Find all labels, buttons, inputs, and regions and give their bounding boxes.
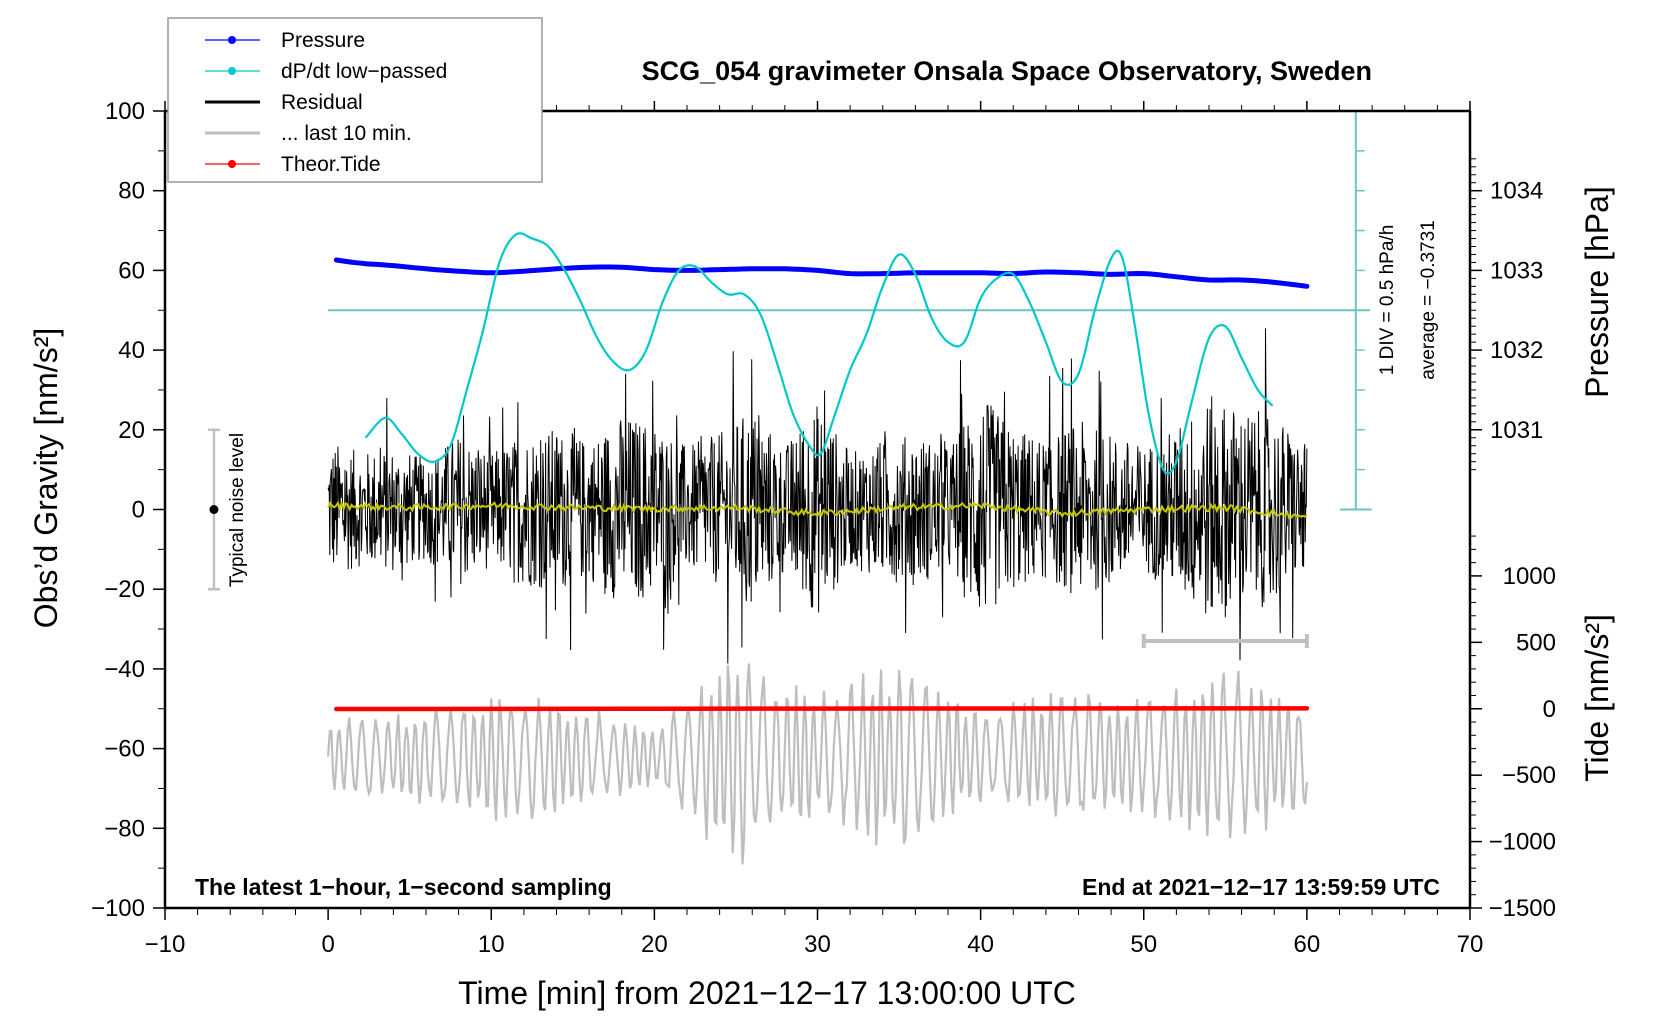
- y-tick-label: −60: [104, 736, 145, 763]
- y-tick-label: −80: [104, 815, 145, 842]
- x-tick-label: 40: [967, 931, 994, 958]
- axes-layer: −10 0 10 20 30 40 50 60 70100806040200−20−40−60−…: [91, 98, 1556, 958]
- legend-label: Pressure: [281, 29, 365, 52]
- legend-box: [167, 17, 543, 183]
- pressure-tick-label: 1032: [1490, 337, 1543, 364]
- legend: Pressure dP/dt low−passed Residual ... last…: [167, 17, 543, 183]
- legend-label: Theor.Tide: [281, 153, 381, 176]
- series-smoothed-residual: [327, 500, 1308, 520]
- series-dpdt-low-passed: [364, 232, 1274, 475]
- series-last-10-min: [327, 663, 1308, 865]
- x-tick-label: 50: [1130, 931, 1157, 958]
- x-tick-label: 70: [1457, 931, 1484, 958]
- tide-tick-label: 0: [1543, 696, 1556, 723]
- y-tick-label: −20: [104, 576, 145, 603]
- legend-swatch-dot: [228, 67, 236, 75]
- pressure-tick-label: 1031: [1490, 417, 1543, 444]
- y-tick-label: 40: [118, 337, 145, 364]
- y-tick-label: 60: [118, 257, 145, 284]
- tide-tick-label: 500: [1516, 629, 1556, 656]
- tide-tick-label: −500: [1502, 762, 1556, 789]
- series-layer: [207, 110, 1372, 865]
- x-tick-label: 0: [321, 931, 334, 958]
- y-tick-label: 80: [118, 178, 145, 205]
- y-tick-label: −40: [104, 656, 145, 683]
- y-axis-title-tide: Tide [nm/s²]: [1579, 614, 1615, 782]
- series-residual: [327, 328, 1308, 664]
- tide-tick-label: 1000: [1503, 563, 1556, 590]
- y-tick-label: −100: [91, 895, 145, 922]
- legend-swatch-dot: [228, 36, 236, 44]
- dpdt-average-label: average = −0.3731: [1418, 220, 1439, 380]
- x-axis-title: Time [min] from 2021−12−17 13:00:00 UTC: [458, 975, 1076, 1011]
- pressure-tick-label: 1034: [1490, 178, 1543, 205]
- legend-label: Residual: [281, 91, 363, 114]
- x-tick-label: 60: [1294, 931, 1321, 958]
- legend-swatch-dot: [228, 160, 236, 168]
- series-theor-tide: [334, 706, 1310, 712]
- noise-level-center-dot: [209, 505, 219, 514]
- pressure-tick-label: 1033: [1490, 257, 1543, 284]
- chart-title: SCG_054 gravimeter Onsala Space Observat…: [642, 56, 1372, 86]
- x-tick-label: −10: [145, 931, 186, 958]
- dpdt-div-label: 1 DIV = 0.5 hPa/h: [1377, 225, 1398, 376]
- y-tick-label: 20: [118, 417, 145, 444]
- series-pressure: [333, 257, 1310, 289]
- legend-label: dP/dt low−passed: [281, 60, 447, 83]
- legend-label: ... last 10 min.: [281, 122, 412, 145]
- noise-level-label: Typical noise level: [227, 433, 248, 587]
- annotation-end-time: End at 2021−12−17 13:59:59 UTC: [1082, 874, 1440, 900]
- x-tick-label: 30: [804, 931, 831, 958]
- x-tick-label: 20: [641, 931, 668, 958]
- x-tick-label: 10: [478, 931, 505, 958]
- y-tick-label: 100: [105, 98, 145, 125]
- tide-tick-label: −1500: [1489, 895, 1556, 922]
- y-axis-title-pressure: Pressure [hPa]: [1579, 186, 1615, 398]
- tide-tick-label: −1000: [1489, 829, 1556, 856]
- y-axis-title-gravity: Obs’d Gravity [nm/s²]: [28, 328, 64, 629]
- annotation-sampling: The latest 1−hour, 1−second sampling: [195, 874, 612, 900]
- y-tick-label: 0: [132, 497, 145, 524]
